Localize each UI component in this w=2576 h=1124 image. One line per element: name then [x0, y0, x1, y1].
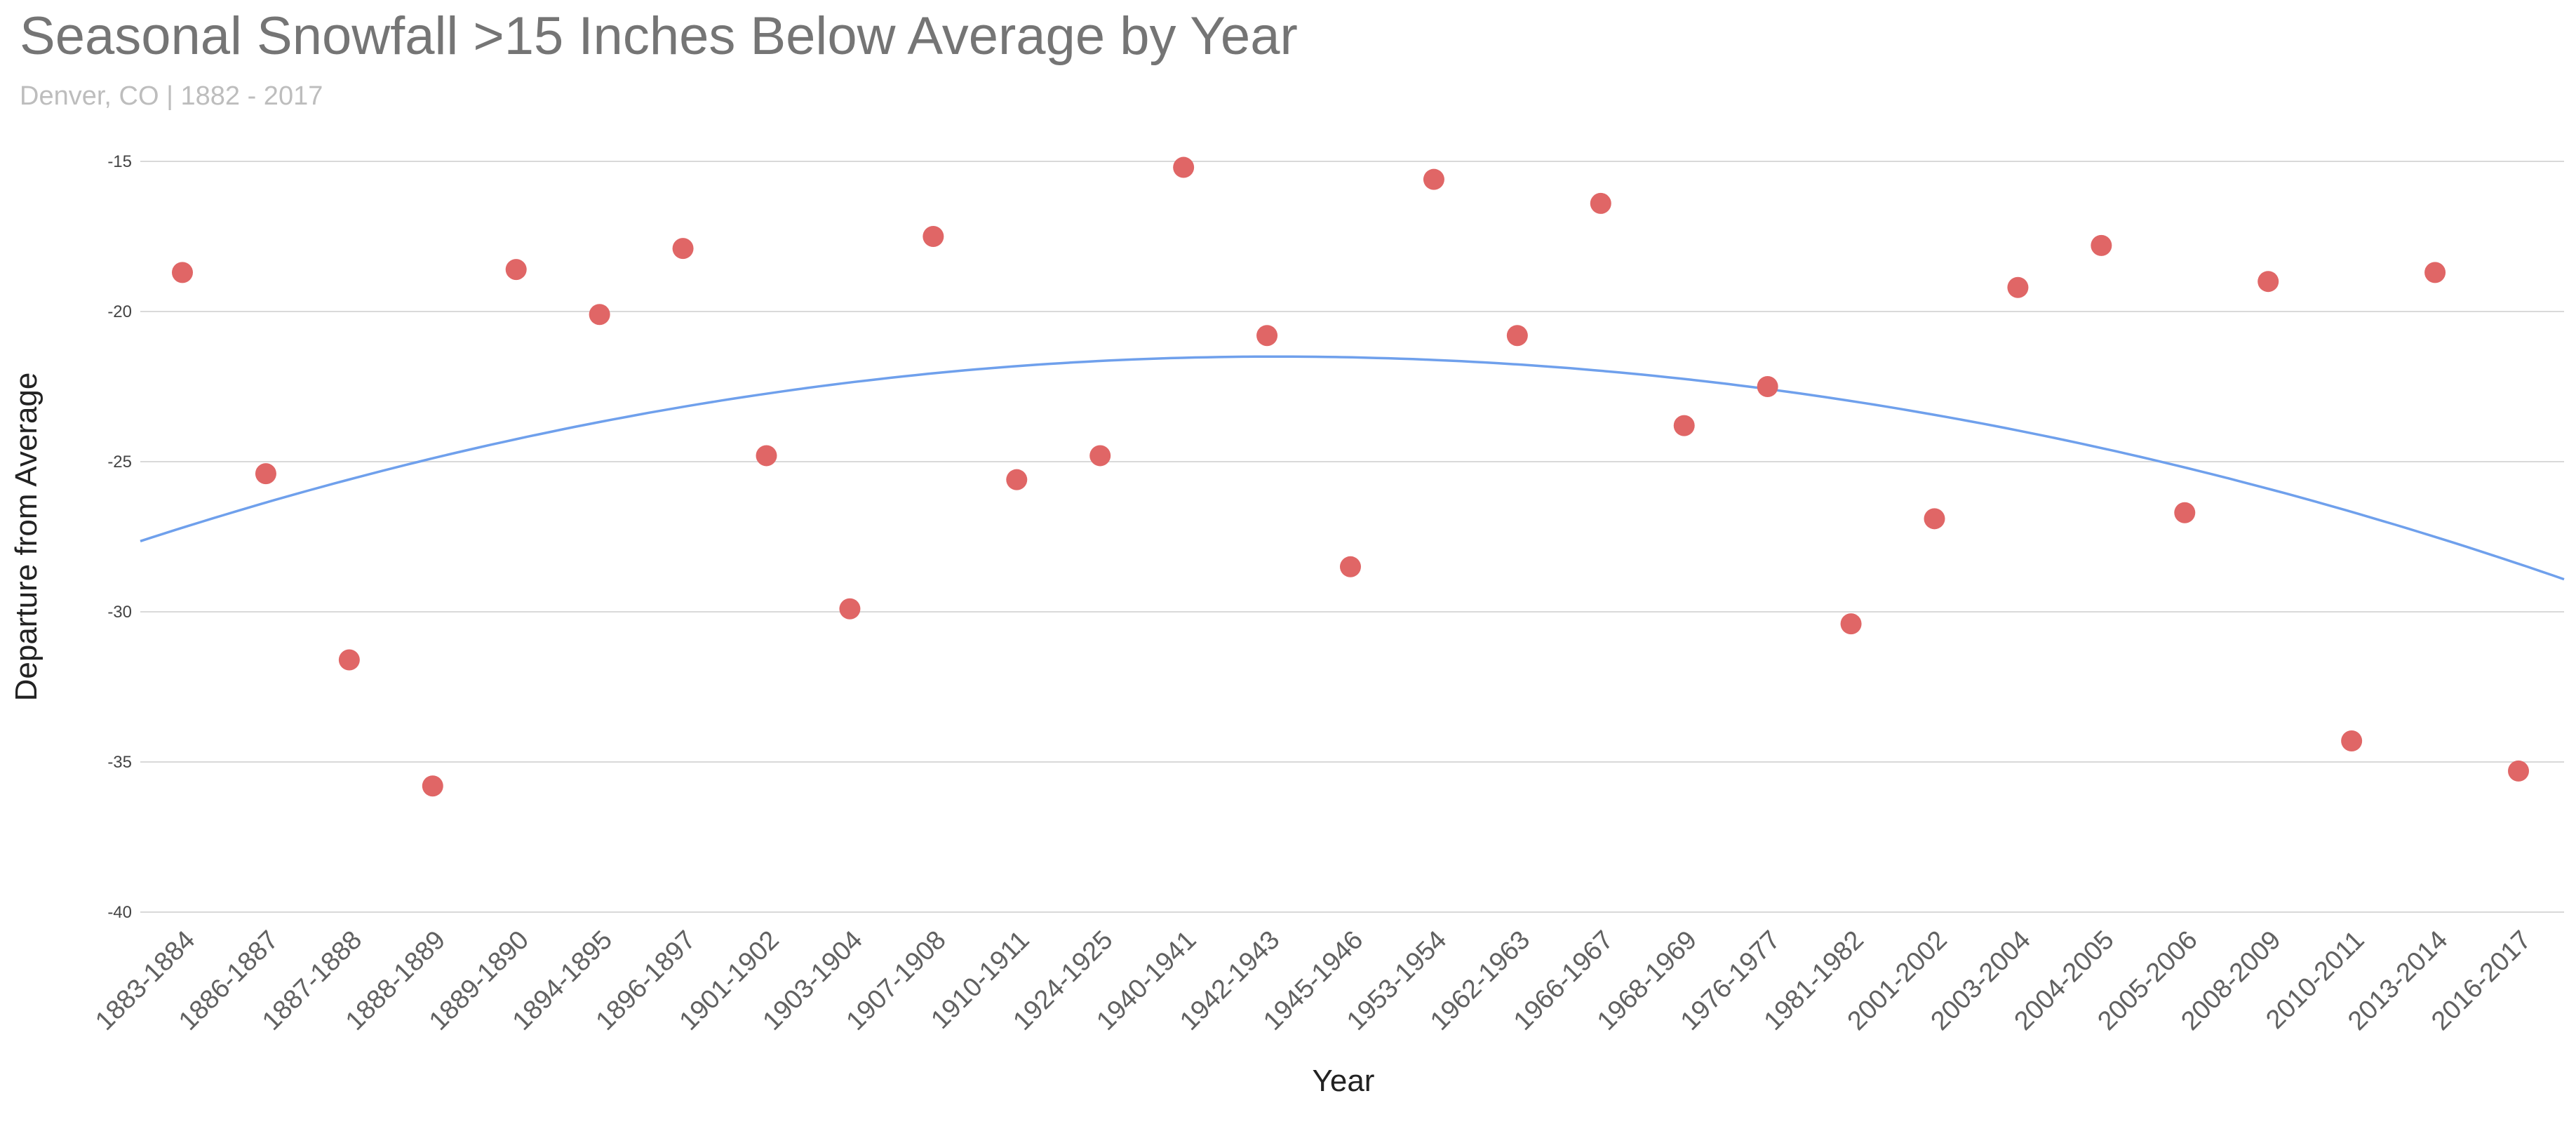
- data-point: [1757, 376, 1778, 397]
- data-point: [2258, 271, 2279, 293]
- data-point: [923, 226, 944, 247]
- data-point: [2424, 262, 2446, 283]
- data-point: [2508, 760, 2529, 782]
- y-tick-label: -20: [107, 302, 132, 321]
- data-point: [2341, 730, 2363, 752]
- data-point: [1840, 613, 1862, 635]
- data-point: [756, 445, 777, 467]
- y-tick-label: -30: [107, 603, 132, 622]
- y-tick-label: -40: [107, 903, 132, 922]
- gridlines: [140, 161, 2564, 913]
- x-axis-ticks: 1883-18841886-18871887-18881888-18891889…: [90, 925, 2537, 1036]
- y-tick-label: -25: [107, 453, 132, 471]
- data-point: [255, 463, 276, 485]
- data-point: [839, 598, 861, 620]
- x-axis-title: Year: [1313, 1064, 1375, 1098]
- y-axis-ticks: -15 -20 -25 -30 -35 -40: [107, 152, 132, 922]
- y-tick-label: -15: [107, 152, 132, 171]
- chart-title: Seasonal Snowfall >15 Inches Below Avera…: [20, 6, 1298, 66]
- data-point: [338, 649, 360, 671]
- data-point: [1173, 156, 1195, 178]
- data-point: [1673, 415, 1695, 436]
- data-point: [672, 238, 694, 260]
- chart-subtitle: Denver, CO | 1882 - 2017: [20, 81, 323, 111]
- data-point: [1924, 508, 1945, 530]
- data-points: [172, 156, 2529, 797]
- data-point: [1506, 325, 1528, 347]
- data-point: [589, 304, 610, 326]
- y-axis-title: Departure from Average: [9, 373, 43, 702]
- data-point: [2174, 502, 2196, 523]
- data-point: [2007, 276, 2029, 298]
- data-point: [172, 262, 193, 283]
- data-point: [1006, 469, 1028, 490]
- data-point: [505, 259, 527, 281]
- data-point: [1089, 445, 1111, 467]
- trendline: [140, 355, 2565, 581]
- data-point: [1423, 168, 1444, 190]
- y-tick-label: -35: [107, 753, 132, 772]
- data-point: [2091, 234, 2112, 256]
- data-point: [422, 775, 443, 797]
- data-point: [1590, 192, 1611, 214]
- data-point: [1256, 325, 1278, 347]
- data-point: [1340, 556, 1361, 577]
